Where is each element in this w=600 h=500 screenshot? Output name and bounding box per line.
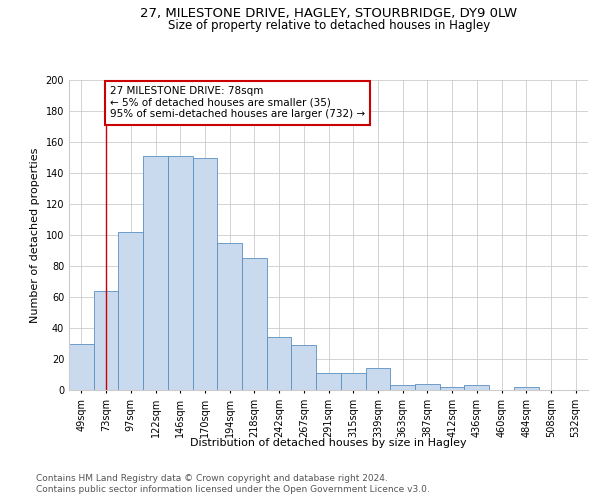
Bar: [168, 156, 193, 390]
Bar: [440, 387, 464, 390]
Text: 27, MILESTONE DRIVE, HAGLEY, STOURBRIDGE, DY9 0LW: 27, MILESTONE DRIVE, HAGLEY, STOURBRIDGE…: [140, 8, 517, 20]
Text: Contains HM Land Registry data © Crown copyright and database right 2024.: Contains HM Land Registry data © Crown c…: [36, 474, 388, 483]
Bar: [415, 384, 440, 390]
Y-axis label: Number of detached properties: Number of detached properties: [30, 148, 40, 322]
Text: 27 MILESTONE DRIVE: 78sqm
← 5% of detached houses are smaller (35)
95% of semi-d: 27 MILESTONE DRIVE: 78sqm ← 5% of detach…: [110, 86, 365, 120]
Text: Contains public sector information licensed under the Open Government Licence v3: Contains public sector information licen…: [36, 485, 430, 494]
Bar: [341, 373, 365, 390]
Text: Size of property relative to detached houses in Hagley: Size of property relative to detached ho…: [167, 18, 490, 32]
Bar: [217, 243, 242, 390]
Bar: [242, 258, 267, 390]
Text: Distribution of detached houses by size in Hagley: Distribution of detached houses by size …: [190, 438, 467, 448]
Bar: [365, 368, 390, 390]
Bar: [94, 291, 118, 390]
Bar: [514, 387, 539, 390]
Bar: [267, 338, 292, 390]
Bar: [69, 344, 94, 390]
Bar: [390, 386, 415, 390]
Bar: [193, 158, 217, 390]
Bar: [118, 232, 143, 390]
Bar: [143, 156, 168, 390]
Bar: [464, 386, 489, 390]
Bar: [292, 345, 316, 390]
Bar: [316, 373, 341, 390]
